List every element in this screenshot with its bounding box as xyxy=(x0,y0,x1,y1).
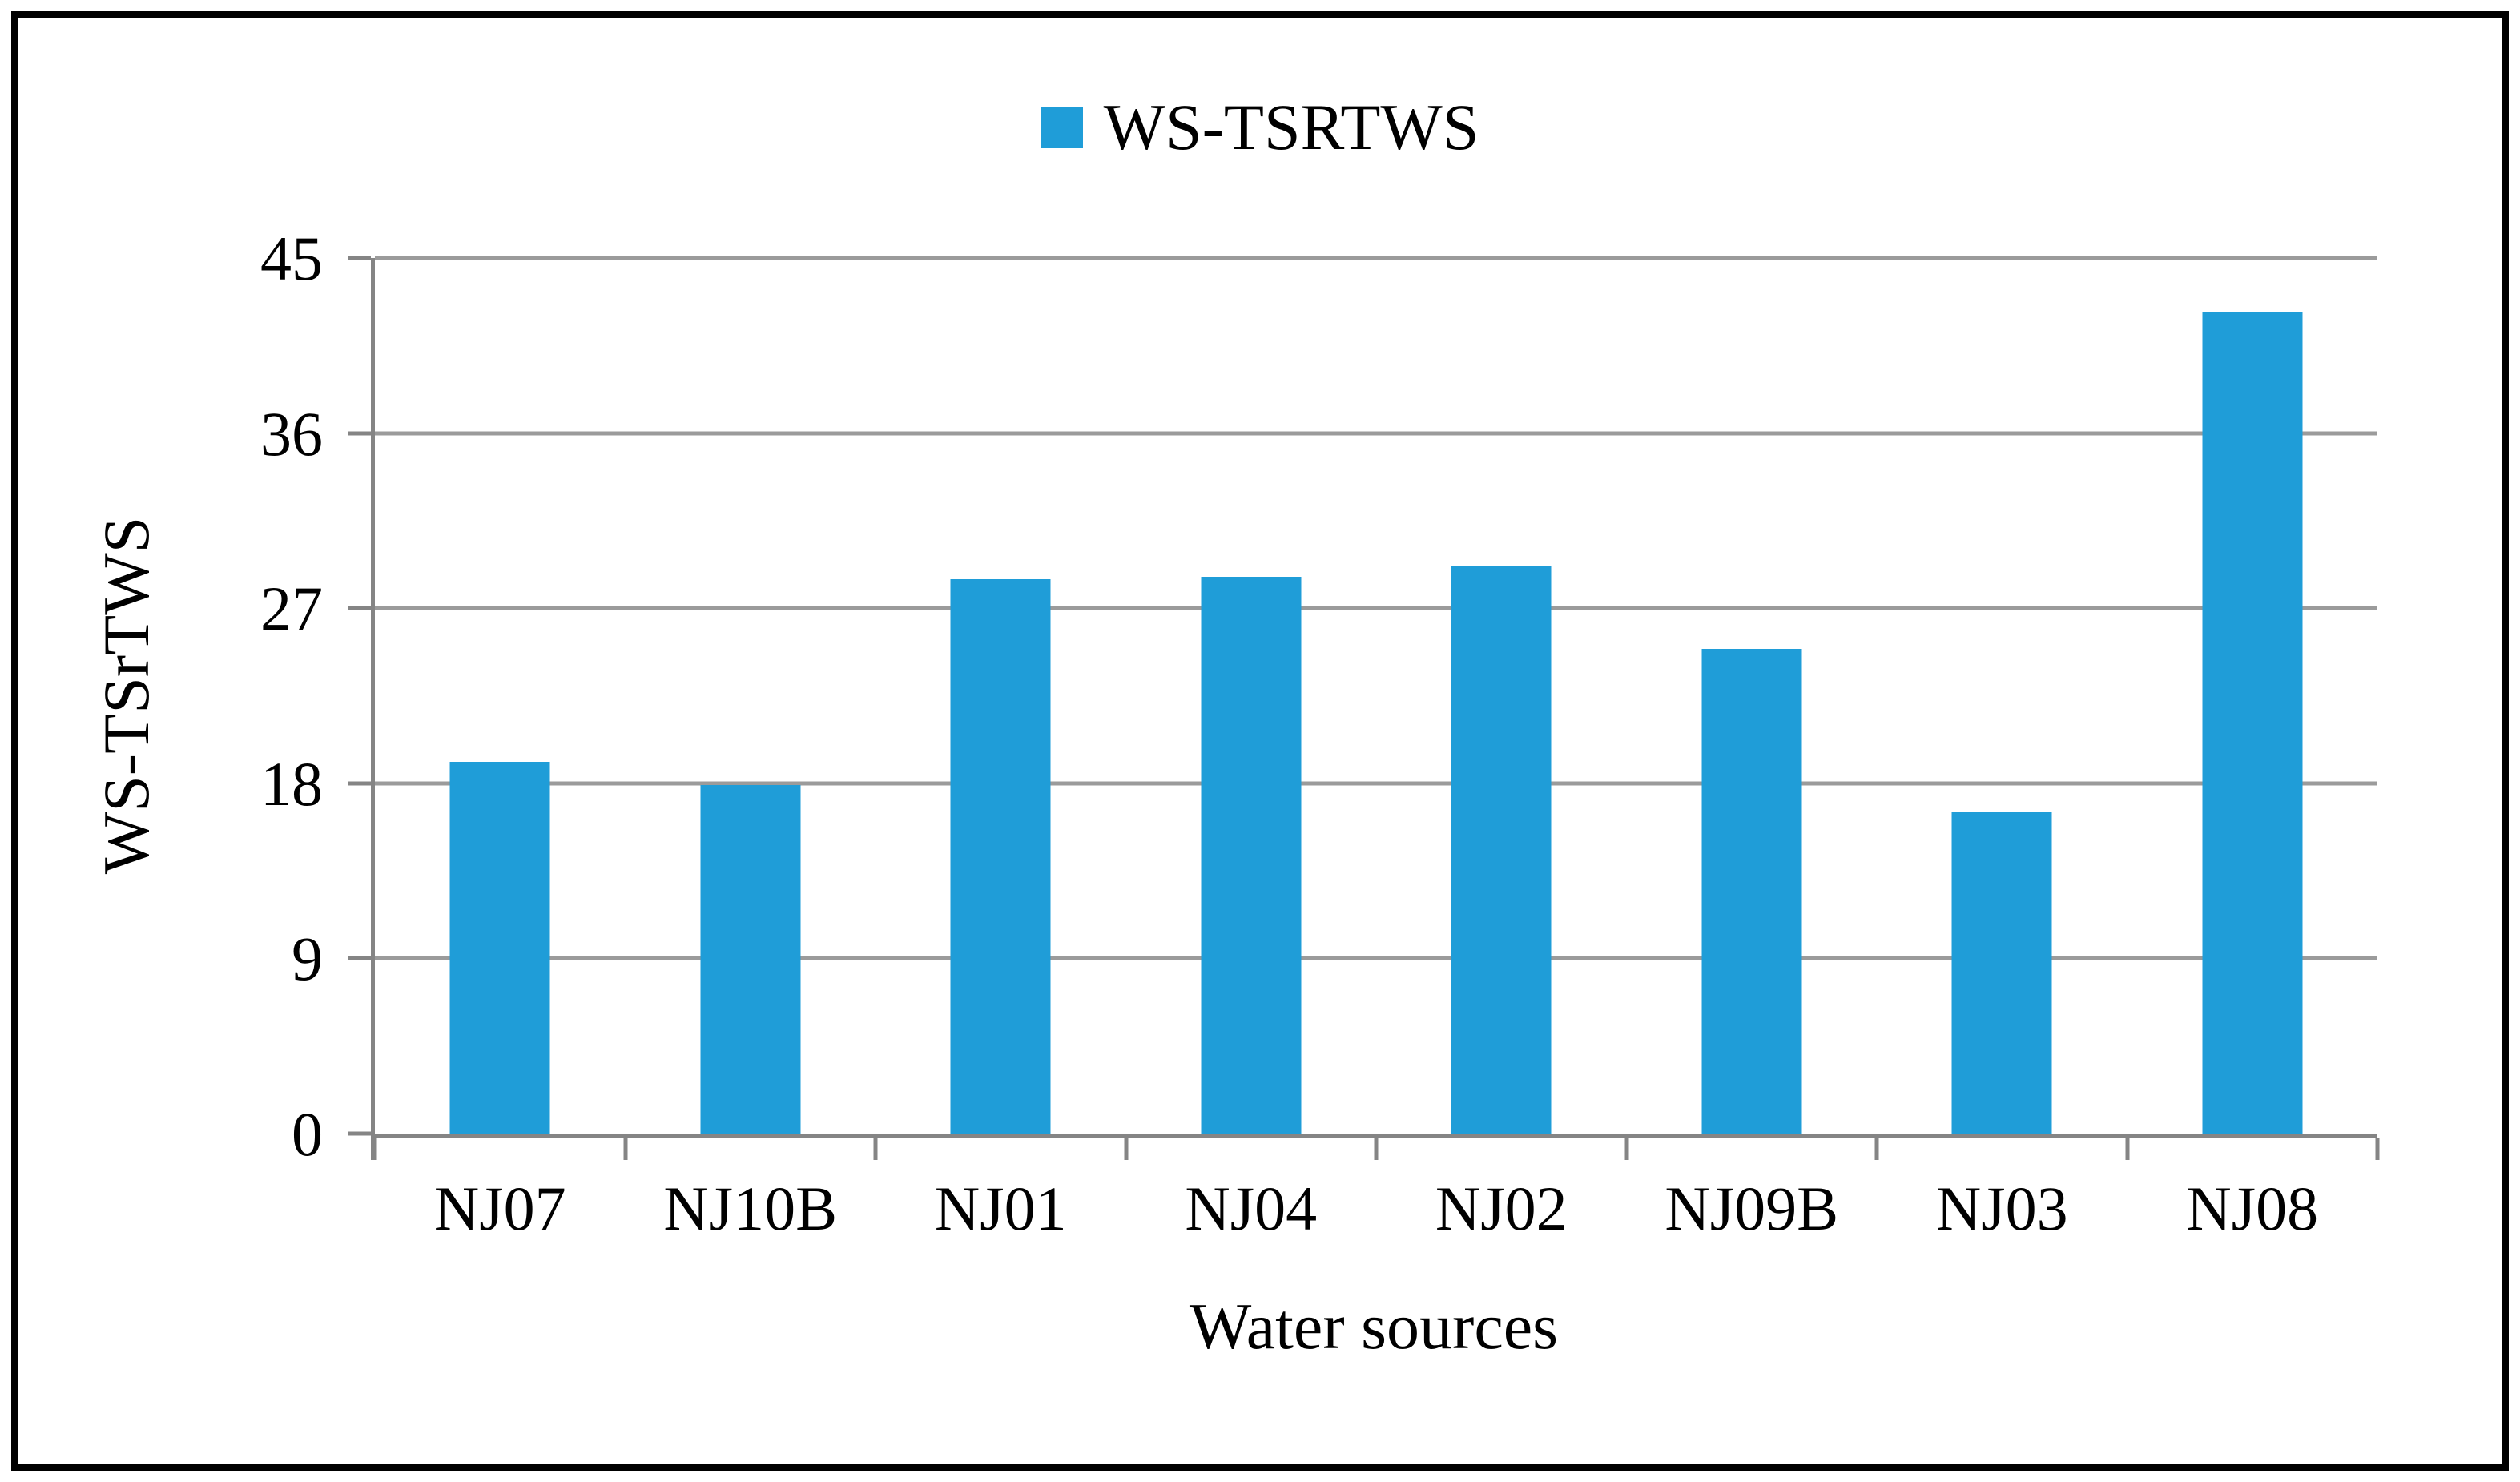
y-tick-9 xyxy=(348,956,371,960)
y-tick-45 xyxy=(348,256,371,260)
x-category-label-NJ09B: NJ09B xyxy=(1665,1174,1839,1243)
gridline-y-18 xyxy=(375,781,2377,786)
x-tick-2 xyxy=(873,1138,878,1160)
x-category-label-NJ04: NJ04 xyxy=(1185,1174,1318,1243)
gridline-y-27 xyxy=(375,606,2377,610)
x-axis-title: Water sources xyxy=(1189,1290,1559,1363)
legend: WS-TSRTWS xyxy=(0,95,2520,160)
x-category-label-NJ01: NJ01 xyxy=(934,1174,1067,1243)
bar-NJ03 xyxy=(1951,812,2052,1134)
x-category-label-NJ08: NJ08 xyxy=(2186,1174,2319,1243)
figure-border xyxy=(11,11,2509,1471)
x-tick-7 xyxy=(2125,1138,2129,1160)
bar-NJ07 xyxy=(449,762,550,1134)
x-tick-3 xyxy=(1124,1138,1128,1160)
bar-NJ08 xyxy=(2202,312,2303,1134)
x-category-label-NJ02: NJ02 xyxy=(1435,1174,1568,1243)
y-tick-label-45: 45 xyxy=(260,224,323,293)
gridline-y-45 xyxy=(375,256,2377,260)
bar-NJ01 xyxy=(950,578,1051,1134)
x-tick-4 xyxy=(1374,1138,1379,1160)
x-category-label-NJ07: NJ07 xyxy=(433,1174,566,1243)
y-tick-0 xyxy=(348,1131,371,1136)
y-tick-label-9: 9 xyxy=(292,924,323,994)
gridline-y-36 xyxy=(375,431,2377,436)
x-tick-1 xyxy=(623,1138,627,1160)
y-tick-27 xyxy=(348,606,371,610)
plot-area: NJ07 NJ10B NJ01 NJ04 NJ02 NJ09B NJ03 NJ08 0 9 18 2… xyxy=(260,228,2380,1240)
gridline-y-9 xyxy=(375,956,2377,960)
y-axis-title: WS-TSrTWS xyxy=(90,516,163,875)
x-category-label-NJ10B: NJ10B xyxy=(663,1174,838,1243)
y-tick-label-36: 36 xyxy=(260,398,323,469)
bar-NJ10B xyxy=(700,785,801,1134)
x-category-label-NJ03: NJ03 xyxy=(1935,1174,2068,1243)
legend-label: WS-TSRTWS xyxy=(1103,91,1479,163)
x-tick-8 xyxy=(2375,1138,2380,1160)
y-tick-label-0: 0 xyxy=(292,1099,323,1169)
x-tick-5 xyxy=(1624,1138,1628,1160)
bar-NJ09B xyxy=(1701,649,1802,1134)
bar-NJ04 xyxy=(1201,577,1302,1134)
x-tick-6 xyxy=(1874,1138,1879,1160)
y-tick-18 xyxy=(348,781,371,786)
bar-NJ02 xyxy=(1451,565,1552,1134)
y-tick-label-18: 18 xyxy=(260,748,323,819)
legend-swatch xyxy=(1041,107,1083,148)
x-tick-0 xyxy=(372,1138,377,1160)
y-tick-label-27: 27 xyxy=(260,574,323,644)
x-axis-category-labels: NJ07 NJ10B NJ01 NJ04 NJ02 NJ09B NJ03 NJ08 xyxy=(375,1178,2377,1240)
y-tick-36 xyxy=(348,431,371,436)
